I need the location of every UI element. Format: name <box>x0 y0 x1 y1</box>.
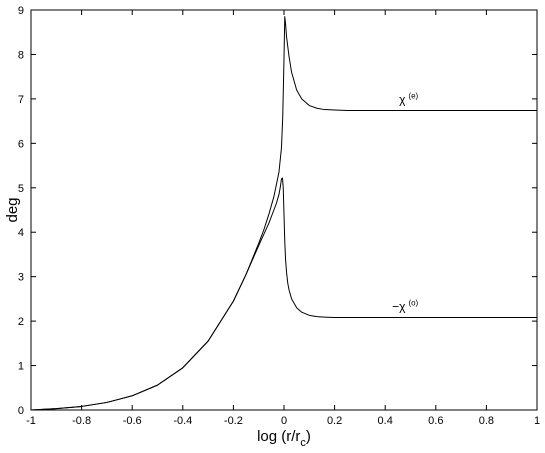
x-tick-label: 0.4 <box>378 415 393 427</box>
series-label-0: χ <box>399 92 406 106</box>
y-tick-label: 3 <box>18 272 24 284</box>
series-labels: χ (e) −χ (o) <box>392 91 418 313</box>
y-tick-label: 4 <box>18 227 24 239</box>
series-line-1 <box>30 177 537 411</box>
x-tick-label: -0.2 <box>224 415 243 427</box>
x-tick-label: 1 <box>534 415 540 427</box>
y-axis-label: deg <box>4 197 21 222</box>
x-tick-label: 0.2 <box>327 415 342 427</box>
y-tick-label: 6 <box>18 138 24 150</box>
y-tick-label: 5 <box>18 183 24 195</box>
y-axis-ticks: 0 1 2 3 4 5 6 7 8 9 <box>18 5 537 417</box>
x-tick-label: -0.8 <box>72 415 91 427</box>
x-tick-label: 0.6 <box>428 415 443 427</box>
y-tick-label: 1 <box>18 361 24 373</box>
x-tick-label: -0.6 <box>123 415 142 427</box>
y-tick-label: 7 <box>18 94 24 106</box>
x-tick-label: 0 <box>281 415 287 427</box>
series-label-sup-1: (o) <box>408 299 418 308</box>
series-label-1: −χ <box>392 300 406 314</box>
y-tick-label: 2 <box>18 316 24 328</box>
x-tick-label: 0.8 <box>479 415 494 427</box>
x-axis-ticks: -1 -0.8 -0.6 -0.4 -0.2 0 0.2 0.4 0.6 0.8 1 <box>26 10 540 427</box>
x-tick-label: -1 <box>26 415 36 427</box>
x-axis-label: log (r/rc) <box>257 428 311 449</box>
series-label-sup-0: (e) <box>408 91 418 100</box>
x-axis-label-subscript: c <box>300 437 306 449</box>
series-layer <box>30 16 537 411</box>
x-tick-label: -0.4 <box>173 415 192 427</box>
y-tick-label: 0 <box>18 405 24 417</box>
y-tick-label: 9 <box>18 5 24 17</box>
y-tick-label: 8 <box>18 49 24 61</box>
